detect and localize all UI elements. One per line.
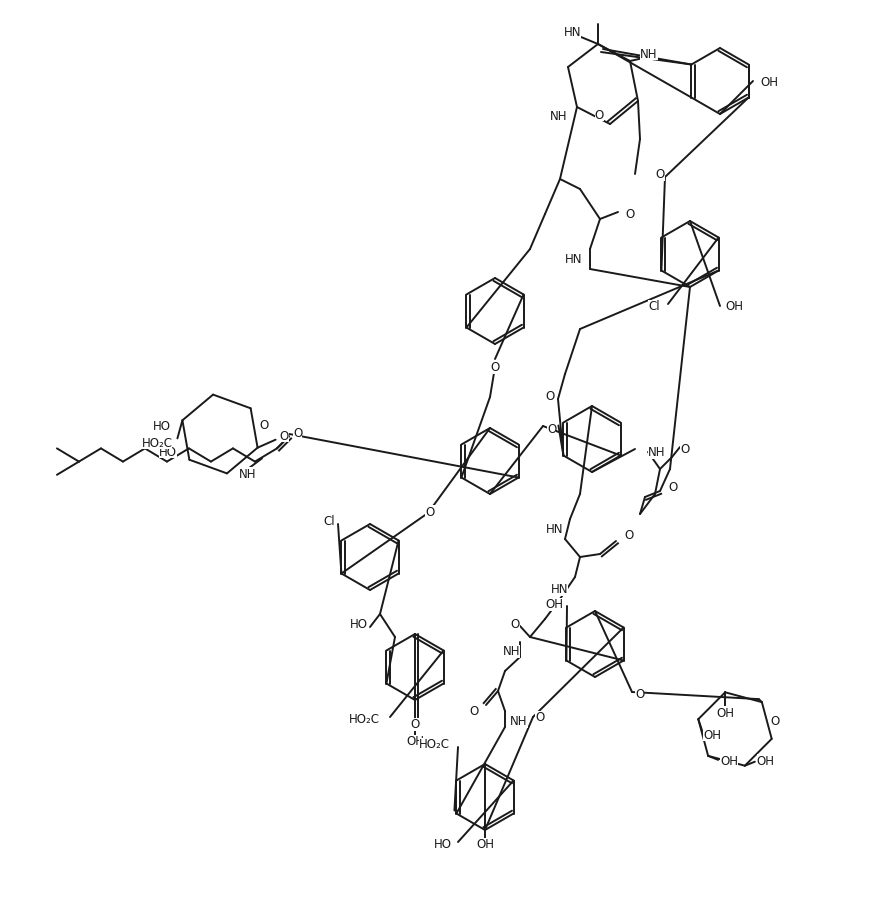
Text: NH: NH [648,446,665,459]
Text: OH: OH [545,598,563,611]
Text: HN: HN [565,254,582,267]
Text: HO: HO [152,419,170,432]
Text: HO₂C: HO₂C [419,738,450,751]
Text: OH: OH [476,837,494,851]
Text: NH: NH [239,468,256,481]
Text: HO: HO [159,446,177,459]
Text: NH: NH [640,48,657,61]
Text: O: O [491,361,500,374]
Text: O: O [771,714,780,727]
Text: O: O [511,618,520,630]
Text: HN: HN [564,26,581,39]
Text: Cl: Cl [648,301,660,313]
Text: O: O [426,505,434,518]
Text: O: O [279,430,289,443]
Text: OH: OH [725,301,743,313]
Text: O: O [668,481,677,494]
Text: O: O [535,710,544,724]
Text: OH: OH [703,728,722,741]
Text: O: O [635,687,644,700]
Text: OH: OH [716,706,734,719]
Text: HO₂C: HO₂C [142,437,173,449]
Text: HN: HN [551,583,568,596]
Text: OH: OH [760,75,778,88]
Text: O: O [293,426,302,439]
Text: OH: OH [757,754,774,767]
Text: O: O [259,419,269,432]
Text: NH: NH [550,109,567,122]
Text: O: O [625,209,634,221]
Text: NH: NH [510,715,528,728]
Text: NH: NH [502,645,520,658]
Text: O: O [595,108,604,122]
Text: O: O [547,423,556,436]
Text: O: O [545,390,555,403]
Text: Cl: Cl [323,515,335,528]
Text: O: O [411,718,419,731]
Text: O: O [470,705,479,718]
Text: O: O [680,443,689,456]
Text: HO₂C: HO₂C [349,713,380,726]
Text: HN: HN [545,523,563,536]
Text: HO: HO [434,837,452,851]
Text: O: O [624,529,633,542]
Text: OH: OH [720,754,738,767]
Text: HO: HO [350,618,368,630]
Text: OH: OH [406,734,424,748]
Text: O: O [655,168,664,181]
